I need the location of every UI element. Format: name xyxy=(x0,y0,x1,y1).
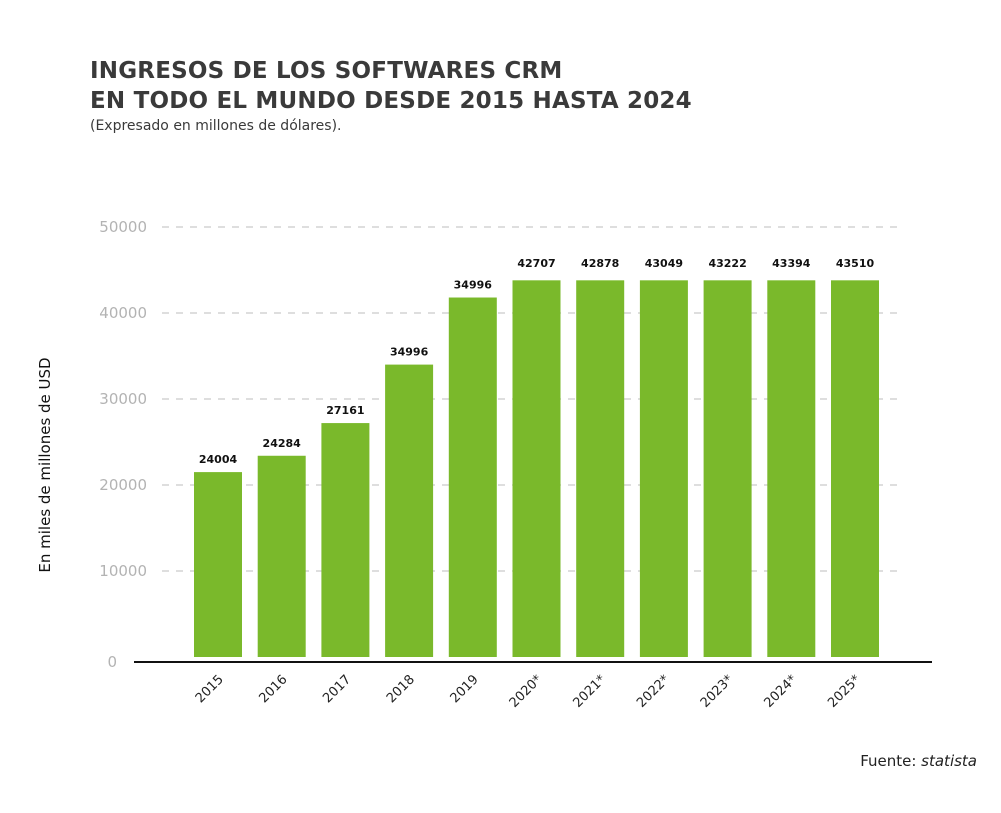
y-tick-label: 40000 xyxy=(99,304,147,322)
data-label: 43394 xyxy=(772,257,811,270)
chart-title: INGRESOS DE LOS SOFTWARES CRM EN TODO EL… xyxy=(90,56,692,116)
chart-subtitle: (Expresado en millones de dólares). xyxy=(90,118,342,134)
y-axis-label: En miles de millones de USD xyxy=(36,357,54,572)
data-label: 24284 xyxy=(263,437,302,450)
x-tick-label: 2015 xyxy=(193,672,227,706)
data-label: 43222 xyxy=(708,257,746,270)
x-tick-label: 2019 xyxy=(448,672,482,706)
y-tick-label: 50000 xyxy=(99,218,147,236)
y-tick-label: 30000 xyxy=(99,390,147,408)
data-label: 43510 xyxy=(836,257,875,270)
bar-2025 xyxy=(831,280,879,657)
x-tick-label: 2016 xyxy=(257,672,291,706)
y-axis-ticks: 0 10000 20000 30000 40000 50000 xyxy=(99,218,147,671)
x-axis-ticks: 2015 2016 2017 2018 2019 2020* 2021* 2022* 2023*… xyxy=(193,672,864,711)
bar-2022 xyxy=(639,280,688,657)
x-tick-label: 2021* xyxy=(570,672,609,711)
x-tick-label: 2025* xyxy=(825,672,864,711)
bar-2020 xyxy=(512,280,561,657)
x-tick-label: 2018 xyxy=(384,672,418,706)
x-tick-label: 2017 xyxy=(320,672,354,706)
bar-2017 xyxy=(321,423,370,657)
x-tick-label: 2024* xyxy=(762,672,801,711)
x-tick-label: 2022* xyxy=(634,672,673,711)
y-tick-label: 20000 xyxy=(99,476,147,494)
data-label: 43049 xyxy=(645,257,683,270)
bar-2021 xyxy=(576,280,625,657)
data-labels: 24004 24284 27161 34996 34996 42707 42878 43049… xyxy=(199,257,875,466)
data-label: 42878 xyxy=(581,257,619,270)
bars xyxy=(194,280,879,657)
data-label: 42707 xyxy=(517,257,555,270)
chart-title-line-1: INGRESOS DE LOS SOFTWARES CRM xyxy=(90,58,563,84)
source-prefix: Fuente: xyxy=(860,752,922,770)
x-tick-label: 2020* xyxy=(507,672,546,711)
data-label: 34996 xyxy=(454,279,493,292)
bar-2024 xyxy=(767,280,816,657)
bar-2023 xyxy=(703,280,752,657)
source-brand: statista xyxy=(921,752,977,770)
bar-2016 xyxy=(257,455,306,657)
bar-2018 xyxy=(385,364,434,657)
bar-2015 xyxy=(194,472,242,657)
y-tick-label: 0 xyxy=(107,653,117,671)
chart-title-line-2: EN TODO EL MUNDO DESDE 2015 HASTA 2024 xyxy=(90,88,692,114)
data-label: 34996 xyxy=(390,346,429,359)
source-note: Fuente: statista xyxy=(860,752,977,770)
bar-2019 xyxy=(448,297,497,657)
data-label: 27161 xyxy=(326,404,364,417)
data-label: 24004 xyxy=(199,453,238,466)
y-tick-label: 10000 xyxy=(99,562,147,580)
x-tick-label: 2023* xyxy=(698,672,737,711)
